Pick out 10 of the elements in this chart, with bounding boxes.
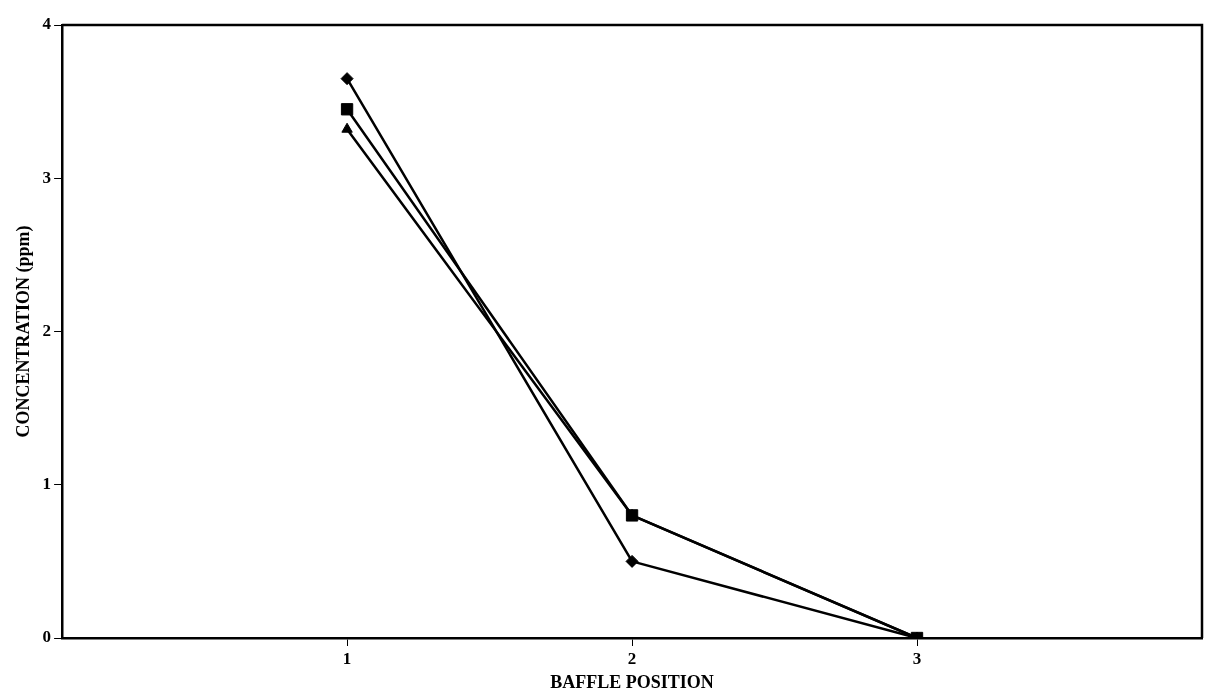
x-tick-label: 2 [627, 648, 637, 668]
x-axis-title: BAFFLE POSITION [550, 671, 714, 692]
y-tick-label: 1 [42, 474, 52, 494]
y-axis-title: CONCENTRATION (ppm) [13, 225, 35, 438]
y-tick-label: 4 [42, 14, 52, 34]
x-tick-label: 1 [342, 648, 352, 668]
y-tick-label: 2 [42, 320, 52, 340]
y-tick-label: 0 [42, 627, 52, 647]
y-tick-label: 3 [42, 167, 52, 187]
x-tick-label: 3 [912, 648, 922, 668]
